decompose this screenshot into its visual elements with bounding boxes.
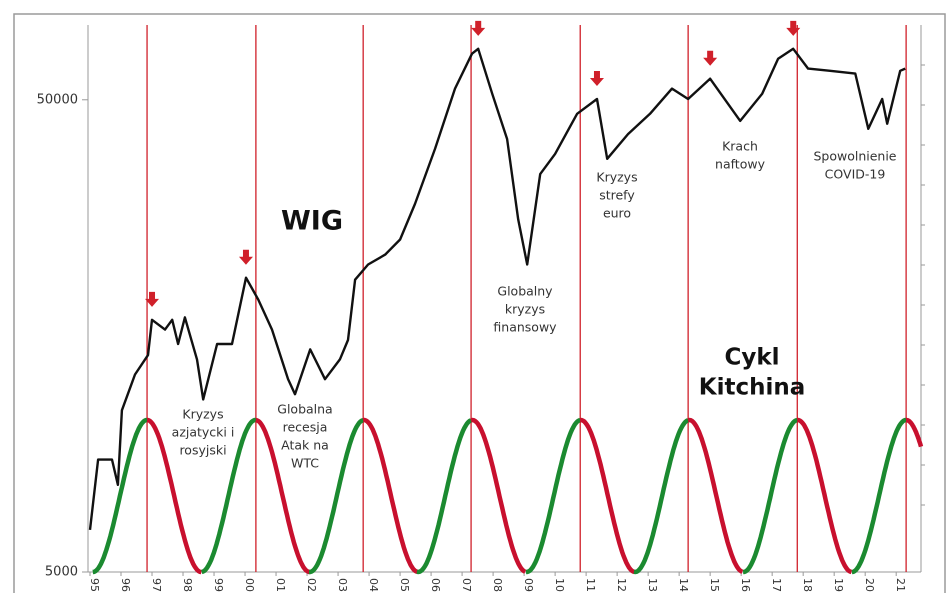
x-tick-label: 09	[522, 578, 535, 592]
y-tick-label: 5000	[45, 565, 78, 580]
peak-arrow	[786, 20, 801, 36]
x-tick-label: 08	[491, 578, 504, 592]
x-tick-label: 99	[212, 578, 225, 592]
cycle-curve	[308, 417, 364, 575]
annotation: finansowy	[493, 320, 557, 335]
cycle-curve	[633, 418, 690, 575]
x-tick-label: 14	[677, 578, 690, 592]
x-tick-label: 16	[739, 578, 752, 592]
x-tick-label: 95	[88, 578, 101, 592]
peak-arrow	[471, 20, 486, 36]
x-tick-label: 19	[832, 578, 845, 592]
cycle-curve	[905, 417, 924, 448]
cycle-label: Kitchina	[699, 375, 806, 401]
x-tick-label: 21	[894, 578, 907, 592]
x-tick-label: 02	[305, 578, 318, 592]
cycle-curve	[146, 417, 202, 575]
cycle-curve	[470, 417, 527, 574]
x-tick-label: 11	[584, 578, 597, 592]
annotation: rosyjski	[179, 443, 226, 458]
cycle-curve	[201, 417, 257, 575]
annotation: Globalny	[497, 284, 553, 299]
x-tick-label: 97	[150, 578, 163, 592]
peak-arrow	[145, 291, 160, 307]
annotation: naftowy	[715, 157, 766, 172]
annotation: Kryzys	[182, 407, 223, 422]
annotation: euro	[603, 206, 631, 221]
x-tick-label: 18	[801, 578, 814, 592]
cycle-curve	[742, 417, 798, 575]
cycle-curve	[687, 417, 744, 574]
x-tick-label: 96	[119, 578, 132, 592]
cycle-label: Cykl	[724, 345, 779, 371]
cycle-curve	[525, 417, 582, 575]
x-tick-label: 10	[553, 578, 566, 592]
x-tick-label: 17	[770, 578, 783, 592]
cycle-curve	[851, 417, 907, 575]
y-tick-label: 50000	[37, 92, 78, 107]
cycle-curve	[416, 418, 473, 575]
cycle-curve	[580, 417, 636, 575]
x-tick-label: 06	[429, 578, 442, 592]
annotation: Atak na	[281, 438, 329, 453]
annotation: recesja	[283, 420, 328, 435]
cycle-curve	[363, 417, 419, 575]
annotation: azjatycki i	[172, 425, 235, 440]
x-tick-label: 03	[336, 578, 349, 592]
annotation: Krach	[722, 139, 758, 154]
annotation: strefy	[599, 188, 635, 203]
annotation: Kryzys	[596, 170, 637, 185]
peak-arrow	[238, 249, 253, 265]
x-tick-label: 13	[646, 578, 659, 592]
x-tick-label: 20	[863, 578, 876, 592]
x-tick-label: 04	[367, 578, 380, 592]
frame	[13, 13, 946, 593]
x-tick-label: 05	[398, 578, 411, 592]
cycle-curve	[255, 417, 311, 575]
chart-title: WIG	[281, 206, 343, 237]
peak-arrow	[589, 70, 604, 86]
peak-arrow	[703, 50, 718, 66]
annotation: WTC	[291, 456, 319, 471]
annotation: Spowolnienie	[813, 149, 896, 164]
x-tick-label: 07	[460, 578, 473, 592]
annotation: COVID-19	[825, 167, 886, 182]
x-tick-label: 01	[274, 578, 287, 592]
x-tick-label: 98	[181, 578, 194, 592]
x-tick-label: 15	[708, 578, 721, 592]
annotation: Globalna	[277, 402, 332, 417]
cycle-curve	[797, 417, 853, 575]
x-tick-label: 00	[243, 578, 256, 592]
wig-line	[88, 47, 906, 531]
cycle-curve	[92, 417, 148, 575]
x-tick-label: 12	[615, 578, 628, 592]
annotation: kryzys	[505, 302, 545, 317]
